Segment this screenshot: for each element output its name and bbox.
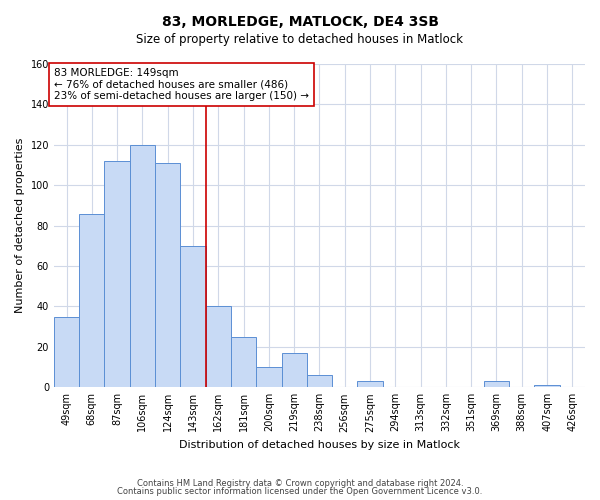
Text: 83, MORLEDGE, MATLOCK, DE4 3SB: 83, MORLEDGE, MATLOCK, DE4 3SB [161, 15, 439, 29]
Bar [104, 161, 130, 388]
Text: Contains HM Land Registry data © Crown copyright and database right 2024.: Contains HM Land Registry data © Crown c… [137, 478, 463, 488]
Bar [484, 381, 509, 388]
Bar [535, 386, 560, 388]
Text: 83 MORLEDGE: 149sqm
← 76% of detached houses are smaller (486)
23% of semi-detac: 83 MORLEDGE: 149sqm ← 76% of detached ho… [54, 68, 309, 101]
Bar [79, 214, 104, 388]
Y-axis label: Number of detached properties: Number of detached properties [15, 138, 25, 314]
Bar [256, 367, 281, 388]
Bar [181, 246, 206, 388]
Bar [155, 163, 181, 388]
Bar [307, 375, 332, 388]
Text: Contains public sector information licensed under the Open Government Licence v3: Contains public sector information licen… [118, 487, 482, 496]
X-axis label: Distribution of detached houses by size in Matlock: Distribution of detached houses by size … [179, 440, 460, 450]
Bar [54, 316, 79, 388]
Bar [358, 381, 383, 388]
Bar [206, 306, 231, 388]
Text: Size of property relative to detached houses in Matlock: Size of property relative to detached ho… [137, 32, 464, 46]
Bar [130, 145, 155, 388]
Bar [281, 353, 307, 388]
Bar [231, 337, 256, 388]
